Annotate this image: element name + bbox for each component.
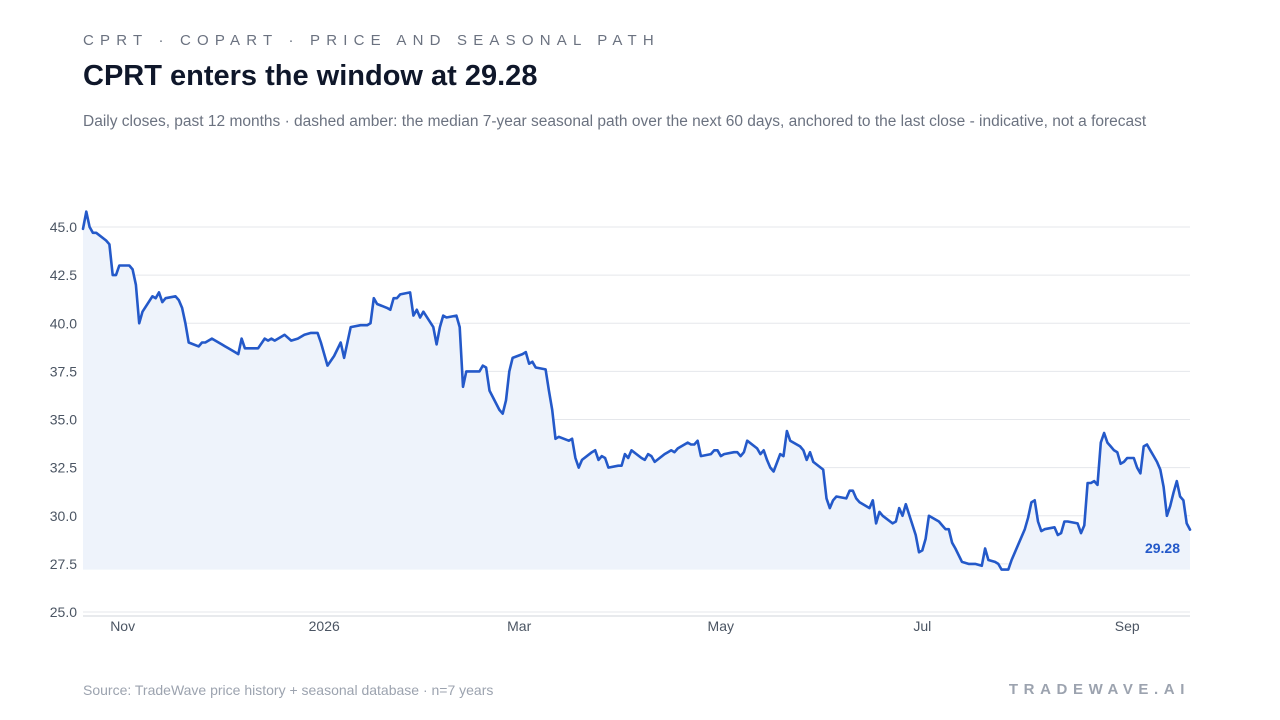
x-tick-label: 2026: [309, 618, 340, 634]
chart-kicker: CPRT · COPART · PRICE AND SEASONAL PATH: [83, 32, 660, 49]
price-area: [83, 211, 1190, 570]
area-layer: [83, 211, 1190, 570]
x-tick-label: Sep: [1115, 618, 1140, 634]
brand-logo: TRADEWAVE.AI: [1008, 681, 1190, 698]
axis-layer: 25.0 27.5 30.0 32.5 35.0 37.5 40.0 42.5 45.0 Nov 2…: [50, 219, 1190, 634]
source-note: Source: TradeWave price history + season…: [83, 682, 494, 698]
y-tick-label: 30.0: [50, 508, 77, 524]
price-line: [81, 210, 1192, 571]
line-layer: [81, 210, 1192, 571]
y-tick-label: 32.5: [50, 460, 77, 476]
label-layer: 29.28: [1145, 540, 1180, 556]
y-tick-label: 40.0: [50, 315, 77, 331]
y-tick-label: 35.0: [50, 412, 77, 428]
x-tick-label: Nov: [110, 618, 135, 634]
y-tick-label: 42.5: [50, 267, 77, 283]
x-tick-label: Jul: [913, 618, 931, 634]
chart-subtitle: Daily closes, past 12 months · dashed am…: [83, 113, 1147, 130]
chart-title: CPRT enters the window at 29.28: [83, 60, 538, 92]
y-tick-label: 37.5: [50, 363, 77, 379]
y-tick-label: 45.0: [50, 219, 77, 235]
y-tick-label: 25.0: [50, 604, 77, 620]
y-tick-label: 27.5: [50, 556, 77, 572]
x-tick-label: May: [708, 618, 734, 634]
x-tick-label: Mar: [507, 618, 531, 634]
last-value-label: 29.28: [1145, 540, 1180, 556]
